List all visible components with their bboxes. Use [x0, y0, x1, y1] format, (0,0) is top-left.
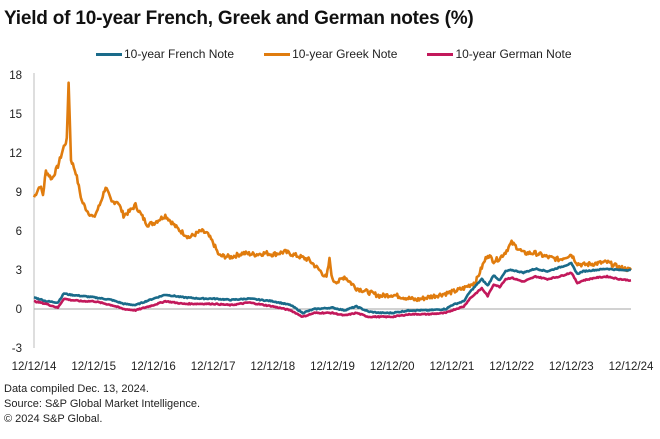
legend-item-french: 10-year French Note: [96, 47, 234, 61]
footer-data-compiled: Data compiled Dec. 13, 2024.: [4, 383, 149, 395]
y-tick-label: -3: [12, 343, 22, 355]
chart-footer: Data compiled Dec. 13, 2024. Source: S&P…: [4, 382, 200, 427]
x-tick-label: 12/12/22: [489, 361, 534, 373]
y-tick-label: 18: [9, 70, 22, 82]
y-tick-label: 0: [16, 304, 22, 316]
legend-label-greek: 10-year Greek Note: [292, 47, 398, 61]
footer-copyright: © 2024 S&P Global.: [4, 413, 103, 425]
x-tick-label: 12/12/19: [310, 361, 355, 373]
legend-item-german: 10-year German Note: [427, 47, 572, 61]
series-line-french: [33, 261, 632, 315]
legend-swatch-german: [427, 52, 454, 56]
tick-labels: 18 15 12 9 6 3 0 -3 12/12/14 12/12/15 12/12/16 12/1…: [9, 70, 654, 373]
x-tick-label: 12/12/21: [430, 361, 475, 373]
y-tick-label: 9: [16, 187, 22, 199]
legend-item-greek: 10-year Greek Note: [264, 47, 397, 61]
legend-label-german: 10-year German Note: [455, 47, 572, 61]
x-tick-label: 12/12/16: [131, 361, 176, 373]
series-line-german: [33, 271, 632, 319]
x-tick-label: 12/12/18: [250, 361, 295, 373]
series-line-greek: [32, 81, 633, 303]
chart-legend: 10-year French Note 10-year Greek Note 1…: [96, 47, 572, 61]
y-tick-label: 3: [16, 265, 22, 277]
x-tick-label: 12/12/17: [191, 361, 236, 373]
x-tick-label: 12/12/23: [549, 361, 594, 373]
footer-source: Source: S&P Global Market Intelligence.: [4, 398, 201, 410]
legend-swatch-greek: [264, 52, 291, 56]
y-tick-label: 15: [9, 109, 22, 121]
x-tick-label: 12/12/14: [12, 361, 57, 373]
legend-swatch-french: [96, 52, 122, 56]
series-group: [32, 81, 633, 319]
x-tick-label: 12/12/20: [370, 361, 415, 373]
x-tick-label: 12/12/15: [71, 361, 116, 373]
y-tick-label: 12: [9, 148, 22, 160]
chart-title: Yield of 10-year French, Greek and Germa…: [4, 8, 474, 29]
x-tick-label: 12/12/24: [609, 361, 654, 373]
legend-label-french: 10-year French Note: [124, 47, 235, 61]
y-tick-label: 6: [16, 226, 22, 238]
